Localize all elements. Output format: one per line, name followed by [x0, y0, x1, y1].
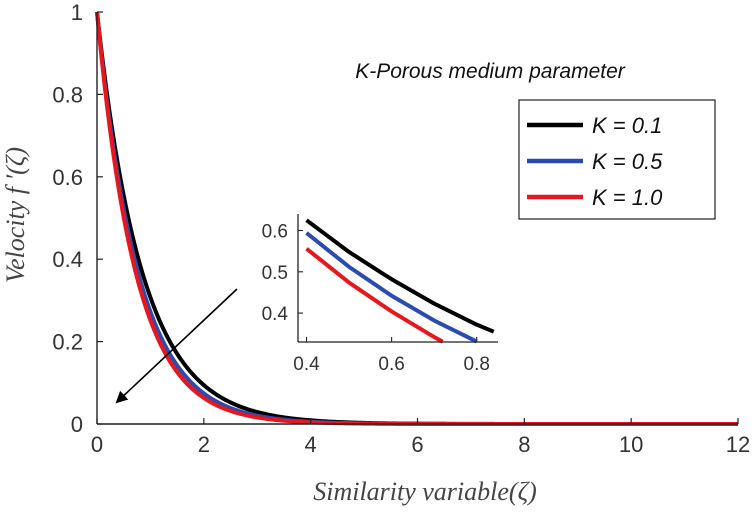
inset-series-line-1 [305, 231, 478, 344]
inset-y-tick-label: 0.4 [262, 304, 289, 325]
inset-series-line-0 [305, 218, 495, 334]
y-tick-label: 0.4 [52, 247, 83, 272]
inset-plot: 0.4 0.6 0.8 0.4 0.5 0.6 [262, 214, 498, 375]
inset-y-tick-label: 0.6 [262, 222, 288, 243]
annotation-text: K-Porous medium parameter [355, 60, 626, 83]
x-tick-label: 8 [518, 432, 530, 457]
x-tick-label: 10 [619, 432, 643, 457]
y-tick-label: 0.8 [52, 82, 83, 107]
x-tick-label: 0 [91, 432, 103, 457]
inset-background [298, 214, 498, 342]
y-tick-label: 1 [71, 0, 83, 25]
inset-y-tick-label: 0.5 [262, 263, 288, 284]
inset-x-tick-label: 0.4 [293, 354, 320, 375]
y-tick-label: 0.6 [52, 165, 83, 190]
x-axis-label: Similarity variable(ζ) [313, 477, 537, 506]
x-tick-label: 4 [305, 432, 317, 457]
x-tick-label: 6 [411, 432, 423, 457]
legend-label-1: K = 0.5 [592, 149, 663, 174]
legend: K = 0.1 K = 0.5 K = 1.0 [518, 99, 716, 220]
legend-label-0: K = 0.1 [592, 113, 662, 138]
inset-x-tick-label: 0.6 [378, 354, 404, 375]
inset-x-tick-label: 0.8 [464, 354, 490, 375]
x-tick-label: 12 [726, 432, 750, 457]
y-tick-label: 0 [71, 412, 83, 437]
y-axis-label: Velocity f ′(ζ) [1, 147, 30, 283]
legend-label-2: K = 1.0 [592, 185, 663, 210]
y-tick-label: 0.2 [52, 330, 83, 355]
x-tick-label: 2 [198, 432, 210, 457]
pointer-arrow [115, 288, 238, 404]
inset-series-line-2 [305, 247, 444, 344]
